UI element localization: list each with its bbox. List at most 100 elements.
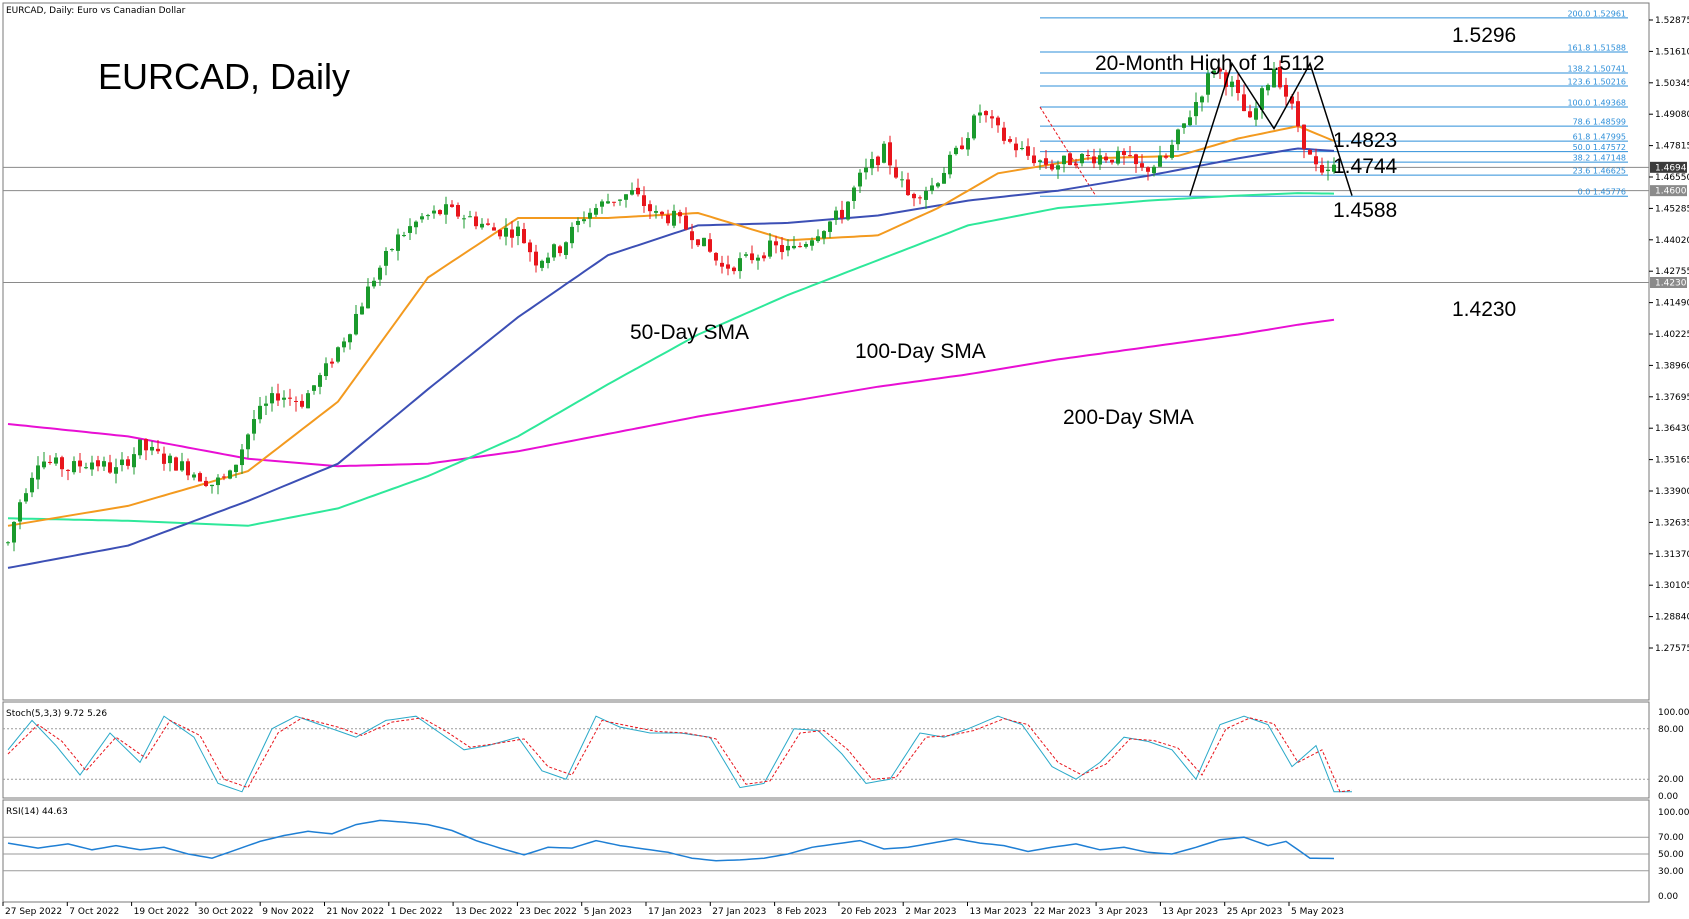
candle-bear <box>894 167 898 178</box>
candle-bull <box>462 218 466 220</box>
date-tick-label: 20 Feb 2023 <box>841 907 897 917</box>
candle-bear <box>510 229 514 238</box>
candle-bear <box>1278 67 1282 88</box>
date-tick-label: 8 Feb 2023 <box>777 907 827 917</box>
fib-level-label: 23.6 1.46625 <box>1573 167 1626 176</box>
candle-bear <box>774 241 778 246</box>
date-tick-label: 1 Dec 2022 <box>391 907 443 917</box>
candle-bear <box>1218 68 1222 72</box>
candle-bull <box>132 454 136 468</box>
candle-bull <box>180 461 184 471</box>
candle-bear <box>984 111 988 116</box>
candle-bear <box>708 239 712 252</box>
candle-bull <box>564 242 568 255</box>
candle-bear <box>534 251 538 266</box>
candle-bull <box>396 234 400 251</box>
fib-level-label: 100.0 1.49368 <box>1567 99 1626 108</box>
candle-bear <box>1134 154 1138 165</box>
double-top-pattern <box>1189 61 1353 196</box>
candle-bull <box>102 461 106 467</box>
price-tick-label: 1.47815 <box>1655 142 1689 152</box>
candle-bull <box>810 240 814 246</box>
candle-bull <box>30 477 34 493</box>
date-tick-label: 13 Dec 2022 <box>455 907 512 917</box>
candle-bull <box>540 260 544 268</box>
fib-level-label: 200.0 1.52961 <box>1567 9 1626 18</box>
price-axis: 1.52875 1.51610 1.50345 1.49080 1.47815 1.465… <box>1649 16 1689 654</box>
candle-bull <box>1326 169 1330 172</box>
candle-bull <box>420 216 424 220</box>
date-tick-label: 7 Oct 2022 <box>69 907 119 917</box>
candle-bull <box>630 190 634 195</box>
candle-bull <box>858 172 862 187</box>
candle-bear <box>492 227 496 231</box>
candle-bull <box>12 521 16 543</box>
candle-bull <box>72 461 76 473</box>
date-tick-label: 5 Jan 2023 <box>584 907 632 917</box>
date-tick-label: 13 Mar 2023 <box>970 907 1027 917</box>
sma50-label: 50-Day SMA <box>630 321 749 344</box>
candle-bull <box>234 464 238 472</box>
candle-bear <box>186 461 190 476</box>
candle-bull <box>1176 129 1180 145</box>
candle-bull <box>744 254 748 256</box>
candle-bear <box>1308 150 1312 155</box>
candle-bear <box>456 205 460 217</box>
candle-bull <box>192 474 196 478</box>
candle-bear <box>660 211 664 215</box>
horizontal-levels <box>3 166 1649 283</box>
date-tick-label: 5 May 2023 <box>1291 907 1344 917</box>
candle-bear <box>876 156 880 166</box>
candle-bull <box>594 208 598 215</box>
fib-level-label: 38.2 1.47148 <box>1573 154 1626 163</box>
candle-bear <box>1320 165 1324 173</box>
candle-bull <box>360 306 364 315</box>
candle-bull <box>1332 164 1336 172</box>
candle-bear <box>528 242 532 253</box>
candle-bear <box>912 193 916 199</box>
stoch-panel: 100.00 80.00 20.00 0.00 <box>3 708 1689 802</box>
candle-bull <box>348 334 352 343</box>
candle-bull <box>444 204 448 215</box>
fib-level-label: 61.8 1.47995 <box>1573 133 1626 142</box>
candle-bull <box>354 313 358 335</box>
candle-bear <box>684 215 688 230</box>
candle-bull <box>672 210 676 226</box>
candle-bear <box>1284 84 1288 97</box>
date-tick-label: 3 Apr 2023 <box>1098 907 1148 917</box>
candle-bull <box>432 210 436 214</box>
candle-bear <box>204 480 208 486</box>
candle-bull <box>378 267 382 280</box>
candle-bear <box>642 195 646 206</box>
candle-bear <box>162 453 166 464</box>
candle-bear <box>48 461 52 463</box>
candle-bull <box>804 244 808 247</box>
sma200-label: 200-Day SMA <box>1063 406 1194 429</box>
candle-bull <box>576 220 580 225</box>
price-tick-label: 1.41490 <box>1655 299 1689 309</box>
price-tick-label: 1.27575 <box>1655 644 1689 654</box>
price-tick-label: 1.33900 <box>1655 487 1689 497</box>
candle-bull <box>1098 155 1102 165</box>
candle-bear <box>126 459 130 466</box>
price-tick-label: 1.38960 <box>1655 361 1689 371</box>
candle-bear <box>714 252 718 261</box>
candle-bull <box>168 455 172 464</box>
candle-bull <box>582 219 586 222</box>
candle-bull <box>756 257 760 261</box>
candle-bear <box>906 179 910 196</box>
stoch-signal-line <box>7 717 1353 793</box>
candle-bull <box>150 446 154 451</box>
candle-bull <box>18 502 22 522</box>
candle-bull <box>852 187 856 201</box>
candle-bull <box>36 465 40 480</box>
rsi-line <box>7 819 1335 862</box>
candle-bear <box>1032 155 1036 164</box>
candlesticks <box>6 60 1336 552</box>
stoch-tick-label: 100.00 <box>1658 708 1689 718</box>
candle-bull <box>240 449 244 466</box>
candle-bear <box>1128 155 1132 157</box>
candle-bear <box>1140 163 1144 168</box>
candle-bear <box>1314 156 1318 165</box>
candle-bull <box>702 237 706 247</box>
